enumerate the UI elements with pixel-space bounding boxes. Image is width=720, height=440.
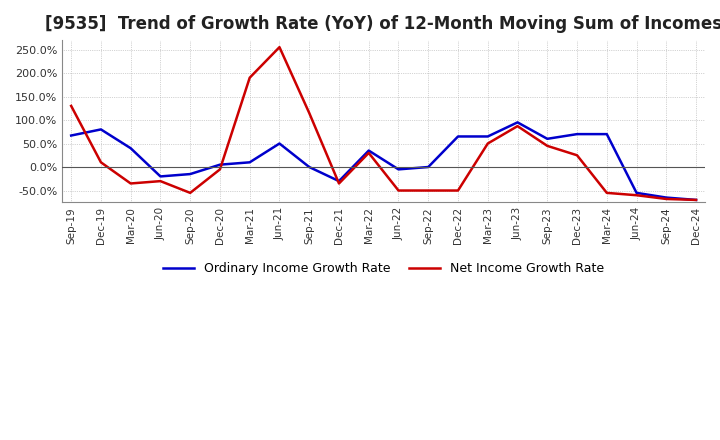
Net Income Growth Rate — [513, 124, 522, 129]
Net Income Growth Rate — [454, 188, 462, 193]
Net Income Growth Rate — [543, 143, 552, 149]
Net Income Growth Rate — [364, 150, 373, 156]
Ordinary Income Growth Rate — [275, 141, 284, 146]
Net Income Growth Rate — [156, 179, 165, 184]
Net Income Growth Rate — [96, 160, 105, 165]
Ordinary Income Growth Rate — [603, 132, 611, 137]
Net Income Growth Rate — [483, 141, 492, 146]
Net Income Growth Rate — [215, 167, 224, 172]
Ordinary Income Growth Rate — [126, 146, 135, 151]
Net Income Growth Rate — [246, 75, 254, 81]
Ordinary Income Growth Rate — [513, 120, 522, 125]
Net Income Growth Rate — [126, 181, 135, 186]
Net Income Growth Rate — [186, 190, 194, 195]
Ordinary Income Growth Rate — [96, 127, 105, 132]
Ordinary Income Growth Rate — [335, 179, 343, 184]
Ordinary Income Growth Rate — [186, 172, 194, 177]
Title: [9535]  Trend of Growth Rate (YoY) of 12-Month Moving Sum of Incomes: [9535] Trend of Growth Rate (YoY) of 12-… — [45, 15, 720, 33]
Net Income Growth Rate — [394, 188, 402, 193]
Ordinary Income Growth Rate — [424, 165, 433, 170]
Ordinary Income Growth Rate — [364, 148, 373, 153]
Ordinary Income Growth Rate — [394, 167, 402, 172]
Net Income Growth Rate — [692, 197, 701, 202]
Ordinary Income Growth Rate — [572, 132, 581, 137]
Line: Ordinary Income Growth Rate: Ordinary Income Growth Rate — [71, 122, 696, 200]
Net Income Growth Rate — [424, 188, 433, 193]
Net Income Growth Rate — [572, 153, 581, 158]
Ordinary Income Growth Rate — [632, 190, 641, 195]
Net Income Growth Rate — [632, 193, 641, 198]
Ordinary Income Growth Rate — [156, 174, 165, 179]
Ordinary Income Growth Rate — [543, 136, 552, 141]
Ordinary Income Growth Rate — [692, 197, 701, 202]
Net Income Growth Rate — [335, 181, 343, 186]
Net Income Growth Rate — [662, 196, 670, 202]
Net Income Growth Rate — [67, 103, 76, 109]
Line: Net Income Growth Rate: Net Income Growth Rate — [71, 47, 696, 200]
Ordinary Income Growth Rate — [662, 195, 670, 200]
Ordinary Income Growth Rate — [454, 134, 462, 139]
Ordinary Income Growth Rate — [67, 133, 76, 138]
Legend: Ordinary Income Growth Rate, Net Income Growth Rate: Ordinary Income Growth Rate, Net Income … — [158, 257, 610, 280]
Ordinary Income Growth Rate — [305, 165, 313, 170]
Ordinary Income Growth Rate — [215, 162, 224, 167]
Net Income Growth Rate — [275, 44, 284, 50]
Ordinary Income Growth Rate — [246, 160, 254, 165]
Net Income Growth Rate — [305, 110, 313, 116]
Net Income Growth Rate — [603, 190, 611, 195]
Ordinary Income Growth Rate — [483, 134, 492, 139]
